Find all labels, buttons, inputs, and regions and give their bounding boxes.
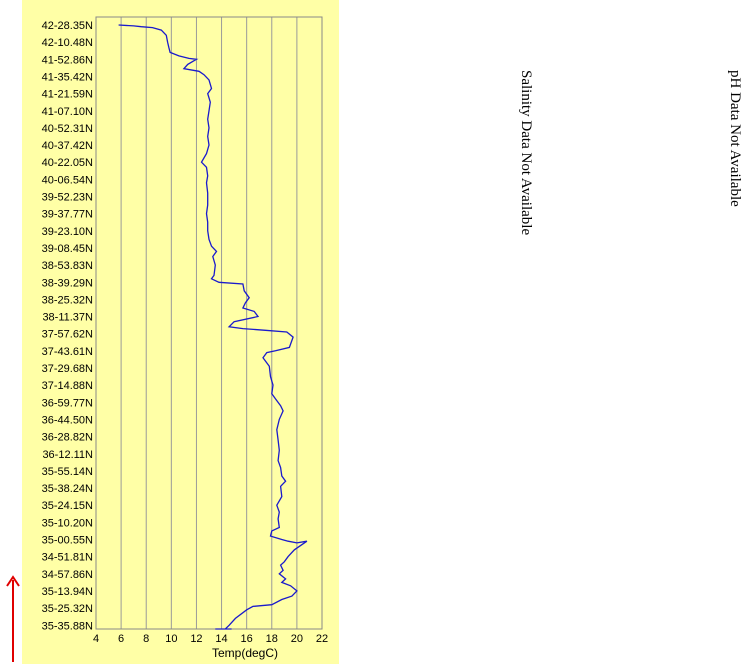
y-tick-label: 35-55.14N <box>42 466 93 478</box>
y-tick-label: 40-22.05N <box>42 157 93 169</box>
y-tick-label: 40-52.31N <box>42 123 93 135</box>
y-tick-label: 38-53.83N <box>42 260 93 272</box>
y-tick-label: 34-51.81N <box>42 552 93 564</box>
temperature-series-line <box>118 24 308 630</box>
y-tick-label: 38-11.37N <box>42 312 93 324</box>
y-tick-label: 37-14.88N <box>42 380 93 392</box>
y-tick-label: 37-57.62N <box>42 329 93 341</box>
y-tick-label: 35-25.32N <box>42 603 93 615</box>
chart-panel: 42-28.35N 42-10.48N 41-52.86N 41-35.42N 41-2… <box>22 0 339 664</box>
y-tick-label: 38-39.29N <box>42 277 93 289</box>
y-tick-label: 41-21.59N <box>42 89 93 101</box>
y-tick-labels: 42-28.35N 42-10.48N 41-52.86N 41-35.42N 41-2… <box>42 20 93 632</box>
y-tick-label: 35-13.94N <box>42 586 93 598</box>
y-tick-label: 38-25.32N <box>42 294 93 306</box>
y-tick-label: 35-35.88N <box>42 620 93 632</box>
y-tick-label: 42-10.48N <box>42 37 93 49</box>
y-tick-label: 39-08.45N <box>42 243 93 255</box>
y-tick-label: 36-44.50N <box>42 414 93 426</box>
y-tick-label: 35-10.20N <box>42 517 93 529</box>
gridlines <box>120 17 298 629</box>
y-tick-label: 39-37.77N <box>42 209 93 221</box>
salinity-unavailable-note: Salinity Data Not Available <box>518 70 534 236</box>
x-tick-label: 18 <box>266 633 278 645</box>
y-tick-label: 36-28.82N <box>42 432 93 444</box>
x-axis-label: Temp(degC) <box>212 646 278 660</box>
y-tick-label: 42-28.35N <box>42 20 93 32</box>
y-tick-label: 41-52.86N <box>42 54 93 66</box>
y-tick-label: 41-07.10N <box>42 106 93 118</box>
x-tick-label: 12 <box>190 633 202 645</box>
y-tick-label: 35-38.24N <box>42 483 93 495</box>
x-tick-label: 6 <box>118 633 124 645</box>
y-tick-label: 37-43.61N <box>42 346 93 358</box>
y-tick-label: 39-23.10N <box>42 226 93 238</box>
y-tick-label: 37-29.68N <box>42 363 93 375</box>
x-tick-label: 16 <box>241 633 253 645</box>
y-tick-label: 41-35.42N <box>42 71 93 83</box>
y-tick-label: 35-00.55N <box>42 535 93 547</box>
x-tick-label: 4 <box>93 633 99 645</box>
y-tick-label: 39-52.23N <box>42 192 93 204</box>
x-tick-label: 20 <box>291 633 303 645</box>
x-tick-label: 22 <box>316 633 328 645</box>
x-tick-label: 10 <box>165 633 177 645</box>
x-tick-label: 8 <box>143 633 149 645</box>
x-tick-labels: 4 6 8 10 12 14 16 18 20 22 <box>93 633 328 645</box>
y-tick-label: 36-12.11N <box>42 449 93 461</box>
plot-frame <box>95 16 323 630</box>
y-tick-label: 40-06.54N <box>42 174 93 186</box>
y-tick-label: 34-57.86N <box>42 569 93 581</box>
y-tick-label: 36-59.77N <box>42 397 93 409</box>
ph-unavailable-note: pH Data Not Available <box>727 70 743 207</box>
x-tick-label: 14 <box>215 633 227 645</box>
up-arrow-icon <box>6 575 20 662</box>
temperature-profile-chart: 42-28.35N 42-10.48N 41-52.86N 41-35.42N 41-2… <box>42 16 328 660</box>
y-tick-label: 40-37.42N <box>42 140 93 152</box>
y-tick-label: 35-24.15N <box>42 500 93 512</box>
